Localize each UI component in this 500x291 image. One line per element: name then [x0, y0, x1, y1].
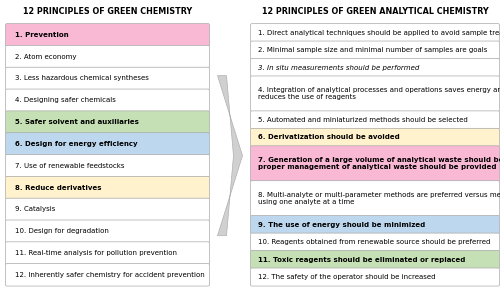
Text: 6. Design for energy efficiency: 6. Design for energy efficiency — [15, 141, 138, 147]
Text: 12 PRINCIPLES OF GREEN ANALYTICAL CHEMISTRY: 12 PRINCIPLES OF GREEN ANALYTICAL CHEMIS… — [262, 7, 488, 16]
Text: 3. In situ measurements should be performed: 3. In situ measurements should be perfor… — [258, 65, 419, 70]
Text: 10. Reagents obtained from renewable source should be preferred: 10. Reagents obtained from renewable sou… — [258, 239, 490, 245]
FancyBboxPatch shape — [250, 233, 500, 251]
FancyBboxPatch shape — [6, 89, 210, 111]
Text: 11. Real-time analysis for pollution prevention: 11. Real-time analysis for pollution pre… — [15, 250, 177, 256]
Text: 4. Designing safer chemicals: 4. Designing safer chemicals — [15, 97, 116, 103]
FancyBboxPatch shape — [250, 24, 500, 42]
FancyBboxPatch shape — [250, 251, 500, 269]
Text: 4. Integration of analytical processes and operations saves energy and
reduces t: 4. Integration of analytical processes a… — [258, 87, 500, 100]
FancyBboxPatch shape — [250, 76, 500, 111]
Text: 8. Reduce derivatives: 8. Reduce derivatives — [15, 184, 102, 191]
Text: 12. Inherently safer chemistry for accident prevention: 12. Inherently safer chemistry for accid… — [15, 272, 205, 278]
Text: 1. Direct analytical techniques should be applied to avoid sample treatment: 1. Direct analytical techniques should b… — [258, 30, 500, 36]
FancyBboxPatch shape — [250, 181, 500, 216]
FancyBboxPatch shape — [6, 242, 210, 264]
Polygon shape — [218, 76, 242, 236]
Text: 10. Design for degradation: 10. Design for degradation — [15, 228, 109, 234]
FancyBboxPatch shape — [6, 220, 210, 242]
Text: 9. The use of energy should be minimized: 9. The use of energy should be minimized — [258, 222, 425, 228]
Text: 9. Catalysis: 9. Catalysis — [15, 206, 56, 212]
Text: 2. Atom economy: 2. Atom economy — [15, 54, 76, 60]
Text: 7. Generation of a large volume of analytical waste should be avoided and
proper: 7. Generation of a large volume of analy… — [258, 157, 500, 170]
FancyBboxPatch shape — [250, 268, 500, 286]
Text: 7. Use of renewable feedstocks: 7. Use of renewable feedstocks — [15, 163, 124, 169]
FancyBboxPatch shape — [6, 67, 210, 90]
FancyBboxPatch shape — [6, 133, 210, 155]
FancyBboxPatch shape — [250, 128, 500, 146]
Text: 1. Prevention: 1. Prevention — [15, 32, 68, 38]
FancyBboxPatch shape — [250, 146, 500, 181]
Text: 12. The safety of the operator should be increased: 12. The safety of the operator should be… — [258, 274, 435, 280]
Text: 5. Automated and miniaturized methods should be selected: 5. Automated and miniaturized methods sh… — [258, 117, 467, 123]
Text: 2. Minimal sample size and minimal number of samples are goals: 2. Minimal sample size and minimal numbe… — [258, 47, 487, 53]
Text: 5. Safer solvent and auxiliaries: 5. Safer solvent and auxiliaries — [15, 119, 139, 125]
Text: 11. Toxic reagents should be eliminated or replaced: 11. Toxic reagents should be eliminated … — [258, 257, 465, 262]
FancyBboxPatch shape — [6, 264, 210, 286]
FancyBboxPatch shape — [6, 45, 210, 68]
FancyBboxPatch shape — [250, 41, 500, 59]
FancyBboxPatch shape — [6, 198, 210, 221]
FancyBboxPatch shape — [6, 155, 210, 177]
FancyBboxPatch shape — [6, 111, 210, 133]
Text: 6. Derivatization should be avoided: 6. Derivatization should be avoided — [258, 134, 399, 140]
FancyBboxPatch shape — [250, 216, 500, 234]
Text: 8. Multi-analyte or multi-parameter methods are preferred versus methods
using o: 8. Multi-analyte or multi-parameter meth… — [258, 192, 500, 205]
FancyBboxPatch shape — [6, 24, 210, 46]
FancyBboxPatch shape — [250, 111, 500, 129]
FancyBboxPatch shape — [6, 176, 210, 199]
Text: 3. Less hazardous chemical syntheses: 3. Less hazardous chemical syntheses — [15, 75, 149, 81]
Text: 12 PRINCIPLES OF GREEN CHEMISTRY: 12 PRINCIPLES OF GREEN CHEMISTRY — [23, 7, 192, 16]
FancyBboxPatch shape — [250, 58, 500, 77]
